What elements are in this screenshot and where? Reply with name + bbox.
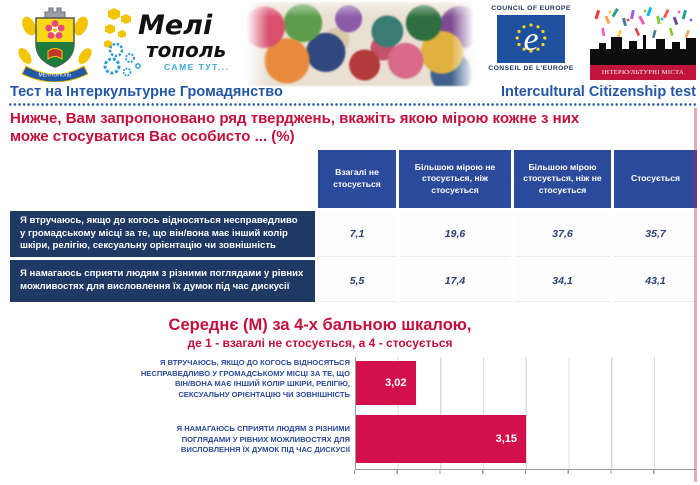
column-header: Взагалі не стосується [318,150,396,208]
question-line-2: може стосуватися Вас особисто ... (%) [10,127,295,145]
melitopol-coat-of-arms-icon: МЕЛІТОПОЛЬ [12,4,98,83]
column-header: Більшою мірою не стосується, ніж стосуєт… [399,150,511,208]
melitopol-wordmark-line1: Мелі [138,10,213,41]
coe-title-top: COUNCIL OF EUROPE [491,5,571,12]
table-cell: 34,1 [514,260,611,302]
table-cell: 43,1 [614,260,697,302]
melitopol-brand-logo: Мелі тополь САМЕ ТУТ... [100,4,250,84]
title-bar: Тест на Інтеркультурне Громадянство Inte… [10,84,696,100]
bar-value-label: 3,02 [385,377,407,389]
chart-bar: 3,15 [356,415,526,463]
table-cell: 7,1 [318,211,396,257]
page-title-uk: Тест на Інтеркультурне Громадянство [10,84,283,100]
council-of-europe-logo: COUNCIL OF EUROPE e CONSEIL DE L'EUROPE [476,4,586,86]
intercultural-cities-logo: ІНТЕРКУЛЬТУРНІ МІСТА [590,4,696,82]
table-cell: 5,5 [318,260,396,302]
table-corner-cell [10,150,315,208]
results-table: Взагалі не стосується Більшою мірою не с… [10,150,697,302]
svg-text:e: e [523,21,538,58]
column-header: Стосується [614,150,697,208]
bar-value-label: 3,15 [495,433,517,445]
table-row-label: Я втручаюсь, якщо до когось відносяться … [10,211,315,257]
icc-banner-label: ІНТЕРКУЛЬТУРНІ МІСТА [590,65,696,80]
chart-category-label: Я НАМАГАЮСЬ СПРИЯТИ ЛЮДЯМ З РІЗНИМИ ПОГЛ… [176,424,350,455]
flower-field-photo [246,2,474,86]
chart-category-label: Я ВТРУЧАЮСЬ, ЯКЩО ДО КОГОСЬ ВІДНОСЯТЬСЯ … [140,358,350,399]
chart-bar: 3,02 [356,361,416,405]
coe-title-bottom: CONSEIL DE L'EUROPE [488,65,574,72]
question-line-1: Нижче, Вам запропоновано ряд тверджень, … [10,110,580,127]
melitopol-tagline: САМЕ ТУТ... [164,62,230,72]
melitopol-wordmark-line2: тополь [146,38,227,62]
chart-title: Середнє (М) за 4-х бальною шкалою, [168,316,472,334]
bar-chart-plot-area: 3,02 3,15 [354,357,696,474]
city-skyline-confetti-icon [590,6,696,65]
table-row-label: Я намагаюсь сприяти людям з різними погл… [10,260,315,302]
dotted-divider [8,102,696,107]
page-title-en: Intercultural Citizenship test [501,84,696,100]
slide-right-accent-line [694,108,697,482]
council-of-europe-e-stars-icon: e [497,15,565,63]
honeycomb-and-gears-icon [103,8,141,77]
coat-ribbon-text: МЕЛІТОПОЛЬ [39,73,73,79]
table-cell: 19,6 [399,211,511,257]
column-header: Більшою мірою стосується, ніж не стосуєт… [514,150,611,208]
question-heading: Нижче, Вам запропоновано ряд тверджень, … [10,110,690,145]
chart-subtitle: де 1 - взагалі не стосується, а 4 - стос… [187,336,453,350]
table-cell: 35,7 [614,211,697,257]
table-cell: 37,6 [514,211,611,257]
table-cell: 17,4 [399,260,511,302]
